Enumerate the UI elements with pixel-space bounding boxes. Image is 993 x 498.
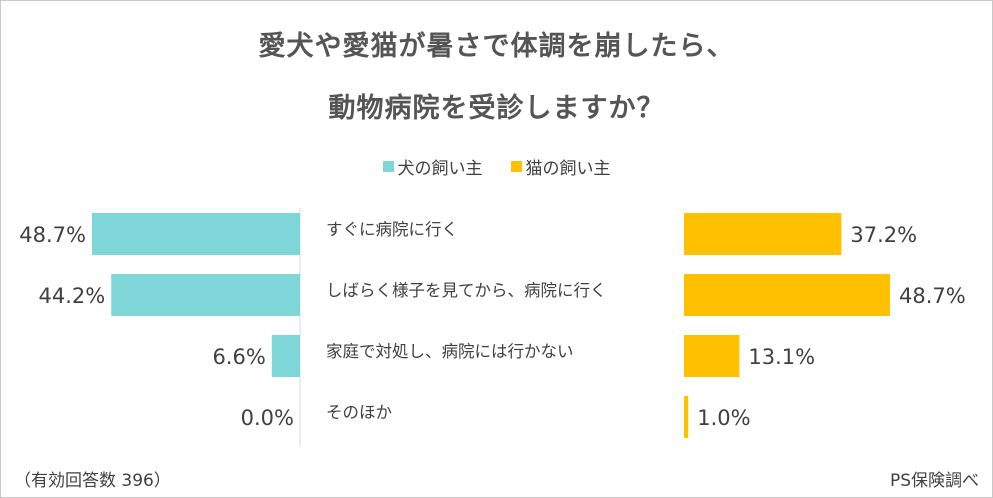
legend-item-dog: 犬の飼い主 [382,154,483,179]
cat-bar-2 [684,335,740,377]
dog-value-label-2: 6.6% [212,345,265,369]
legend-swatch-cat [510,161,522,172]
category-label-0: すぐに病院に行く [326,220,458,239]
dog-value-label-0: 48.7% [19,223,86,247]
dog-value-label-1: 44.2% [39,284,106,308]
cat-value-label-0: 37.2% [850,223,917,247]
cat-bar-1 [684,274,890,316]
legend-label-dog: 犬の飼い主 [397,159,483,179]
legend-swatch-dog [382,161,394,172]
cat-bar-3 [684,396,689,438]
cat-bar-0 [684,213,842,255]
dog-value-label-3: 0.0% [241,406,294,430]
cat-value-label-3: 1.0% [697,406,750,430]
legend-item-cat: 猫の飼い主 [510,154,611,179]
footnote-sample-size: （有効回答数 396） [14,471,171,491]
dog-bar-1 [111,274,300,316]
category-label-1: しばらく様子を見てから、病院に行く [326,281,607,300]
category-label-3: そのほか [326,403,392,422]
dog-bar-2 [271,335,300,377]
legend-label-cat: 猫の飼い主 [525,159,611,179]
cat-value-label-2: 13.1% [748,345,815,369]
chart-subtitle: 動物病院を受診しますか？ [328,93,665,124]
chart-title: 愛犬や愛猫が暑さで体調を崩したら、 [258,31,735,62]
cat-value-label-1: 48.7% [899,284,966,308]
chart-legend: 犬の飼い主 猫の飼い主 [0,154,993,179]
dog-bar-0 [92,213,300,255]
category-label-2: 家庭で対処し、病院には行かない [326,342,574,361]
source-credit: PS保険調べ [889,471,979,491]
